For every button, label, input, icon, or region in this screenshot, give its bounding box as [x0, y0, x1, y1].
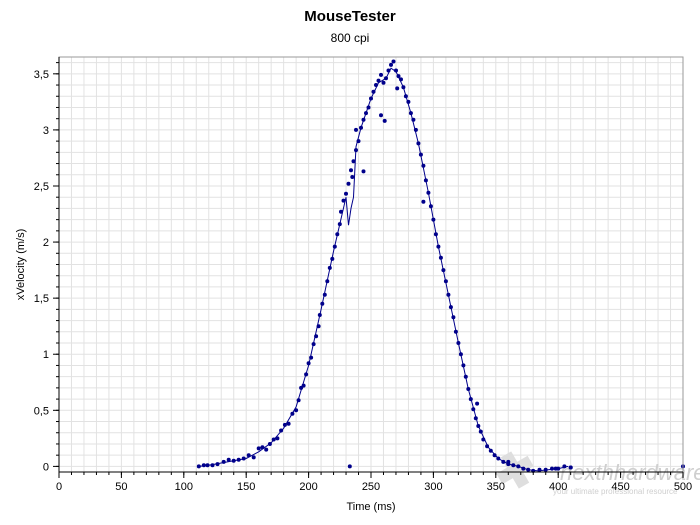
data-point	[379, 72, 383, 77]
data-point	[382, 118, 387, 123]
ticks: 0 50 100 150 200 250 300 350 400 450 500 0 0,5 1 1,5 2 2…	[34, 62, 692, 493]
x-tick-label: 50	[115, 481, 127, 493]
data-point	[361, 169, 366, 174]
data-point	[226, 457, 231, 462]
data-point	[264, 447, 269, 452]
data-point	[346, 181, 351, 186]
x-tick-label: 350	[487, 481, 505, 493]
x-tick-label: 450	[611, 481, 629, 493]
data-point	[286, 421, 291, 426]
y-tick-label: 1,5	[34, 293, 49, 305]
y-tick-label: 3	[43, 125, 49, 137]
velocity-line	[198, 67, 569, 472]
x-tick-label: 500	[674, 481, 692, 493]
data-point	[506, 459, 511, 464]
x-tick-label: 0	[56, 481, 62, 493]
x-tick-label: 150	[237, 481, 255, 493]
y-tick-label: 3,5	[34, 69, 49, 81]
data-point	[251, 455, 256, 460]
y-tick-label: 0	[43, 461, 49, 473]
data-point	[568, 465, 573, 470]
x-tick-label: 300	[424, 481, 442, 493]
data-point	[351, 159, 356, 164]
data-point	[475, 401, 480, 406]
data-point	[344, 191, 348, 196]
data-point	[421, 199, 426, 204]
y-tick-label: 1	[43, 349, 49, 361]
data-point	[395, 86, 400, 91]
data-point	[389, 62, 393, 67]
data-layer	[196, 59, 685, 473]
data-point	[381, 80, 386, 85]
y-tick-label: 0,5	[34, 405, 49, 417]
y-axis-label: xVelocity (m/s)	[15, 229, 27, 301]
data-point	[256, 446, 261, 451]
data-point	[379, 113, 383, 118]
chart-subtitle: 800 cpi	[330, 31, 370, 45]
data-point	[376, 78, 381, 83]
data-point	[350, 175, 355, 179]
chart-title: MouseTester	[304, 8, 396, 25]
x-axis-label: Time (ms)	[346, 501, 395, 513]
y-tick-label: 2,5	[34, 181, 49, 193]
x-tick-label: 400	[549, 481, 567, 493]
data-point	[354, 127, 358, 132]
watermark-tagline: your ultimate professional resource	[553, 487, 678, 496]
data-point	[391, 59, 396, 64]
x-tick-label: 200	[299, 481, 317, 493]
y-tick-label: 2	[43, 237, 49, 249]
grid	[58, 57, 684, 472]
data-point	[347, 464, 352, 469]
data-point	[349, 168, 353, 173]
x-tick-label: 100	[175, 481, 193, 493]
x-tick-label: 250	[362, 481, 380, 493]
